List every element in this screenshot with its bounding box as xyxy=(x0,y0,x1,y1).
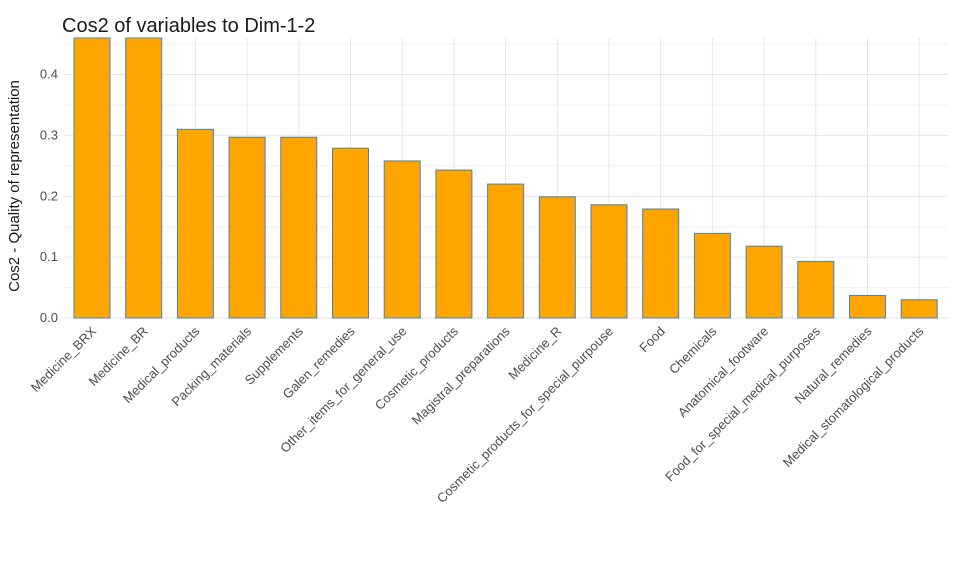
bar-packing-materials xyxy=(228,136,266,319)
chart-title: Cos2 of variables to Dim-1-2 xyxy=(62,15,315,37)
y-axis-label: Cos2 - Quality of representation xyxy=(6,80,23,292)
bar-medicine-br xyxy=(125,37,163,319)
bar-cosmetic-products-for-special-purpouse xyxy=(590,204,628,319)
y-axis-ticks: 0.0 0.1 0.2 0.3 0.4 xyxy=(40,67,58,325)
bar-other-items-for-general-use xyxy=(383,160,421,319)
y-tick-label: 0.4 xyxy=(40,67,58,82)
y-tick-label: 0.3 xyxy=(40,127,58,142)
bar-food xyxy=(642,208,680,319)
bar-chemicals xyxy=(693,232,731,319)
bar-anatomical-footware xyxy=(745,245,783,319)
bar-natural-remedies xyxy=(849,294,886,319)
bar-medical-stomatological-products xyxy=(900,299,938,319)
bar-cosmetic-products xyxy=(435,169,473,319)
y-tick-label: 0.2 xyxy=(40,188,58,203)
bars xyxy=(73,37,938,319)
bar-magistral-preparations xyxy=(487,183,525,319)
bar-food-for-special-medical-purposes xyxy=(797,260,835,319)
y-tick-label: 0.0 xyxy=(40,310,58,325)
bar-medicine-brx xyxy=(73,37,111,319)
y-tick-label: 0.1 xyxy=(40,249,58,264)
bar-medical-products xyxy=(176,128,214,319)
bar-galen-remedies xyxy=(332,147,369,319)
bar-medicine-r xyxy=(538,196,576,319)
bar-supplements xyxy=(280,136,318,319)
